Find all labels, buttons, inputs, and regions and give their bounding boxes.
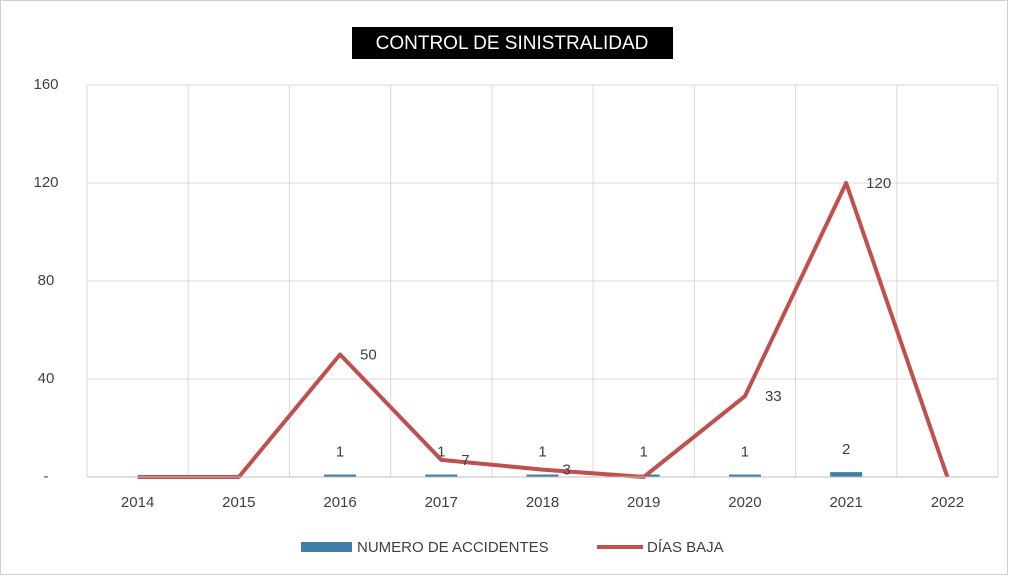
bar xyxy=(728,474,761,477)
x-tick-label: 2021 xyxy=(829,494,862,511)
y-tick-label: 160 xyxy=(33,76,58,93)
line xyxy=(137,181,950,479)
x-tick-label: 2016 xyxy=(323,494,356,511)
x-tick-label: 2019 xyxy=(627,494,660,511)
bar xyxy=(830,472,863,477)
x-tick-label: 2017 xyxy=(425,494,458,511)
line-value-label: 50 xyxy=(360,346,377,363)
bar-value-label: 2 xyxy=(842,441,850,458)
bar xyxy=(324,474,357,477)
chart-title: CONTROL DE SINISTRALIDAD xyxy=(376,33,649,54)
legend-swatch xyxy=(301,542,352,552)
y-tick-label: 120 xyxy=(33,174,58,191)
x-tick-label: 2018 xyxy=(526,494,559,511)
x-tick-label: 2015 xyxy=(222,494,255,511)
y-tick-label: 80 xyxy=(38,272,55,289)
line-value-label: 7 xyxy=(461,452,469,469)
bar-value-label: 1 xyxy=(538,444,546,461)
bar-value-label: 1 xyxy=(640,444,648,461)
legend-label: NUMERO DE ACCIDENTES xyxy=(357,539,549,556)
line-value-label: 120 xyxy=(866,175,891,192)
y-tick-label: 40 xyxy=(38,370,55,387)
legend-label: DÍAS BAJA xyxy=(647,539,724,556)
line-value-label: 33 xyxy=(765,388,782,405)
x-tick-label: 2020 xyxy=(728,494,761,511)
bar xyxy=(425,474,458,477)
bar xyxy=(526,474,559,477)
x-tick-label: 2022 xyxy=(931,494,964,511)
bar-value-label: 1 xyxy=(336,444,344,461)
title-box xyxy=(352,27,673,59)
bar-value-label: 1 xyxy=(437,444,445,461)
y-tick-label: - xyxy=(44,468,49,485)
bar-value-label: 1 xyxy=(741,444,749,461)
x-tick-label: 2014 xyxy=(121,494,154,511)
line-value-label: 3 xyxy=(563,462,571,479)
